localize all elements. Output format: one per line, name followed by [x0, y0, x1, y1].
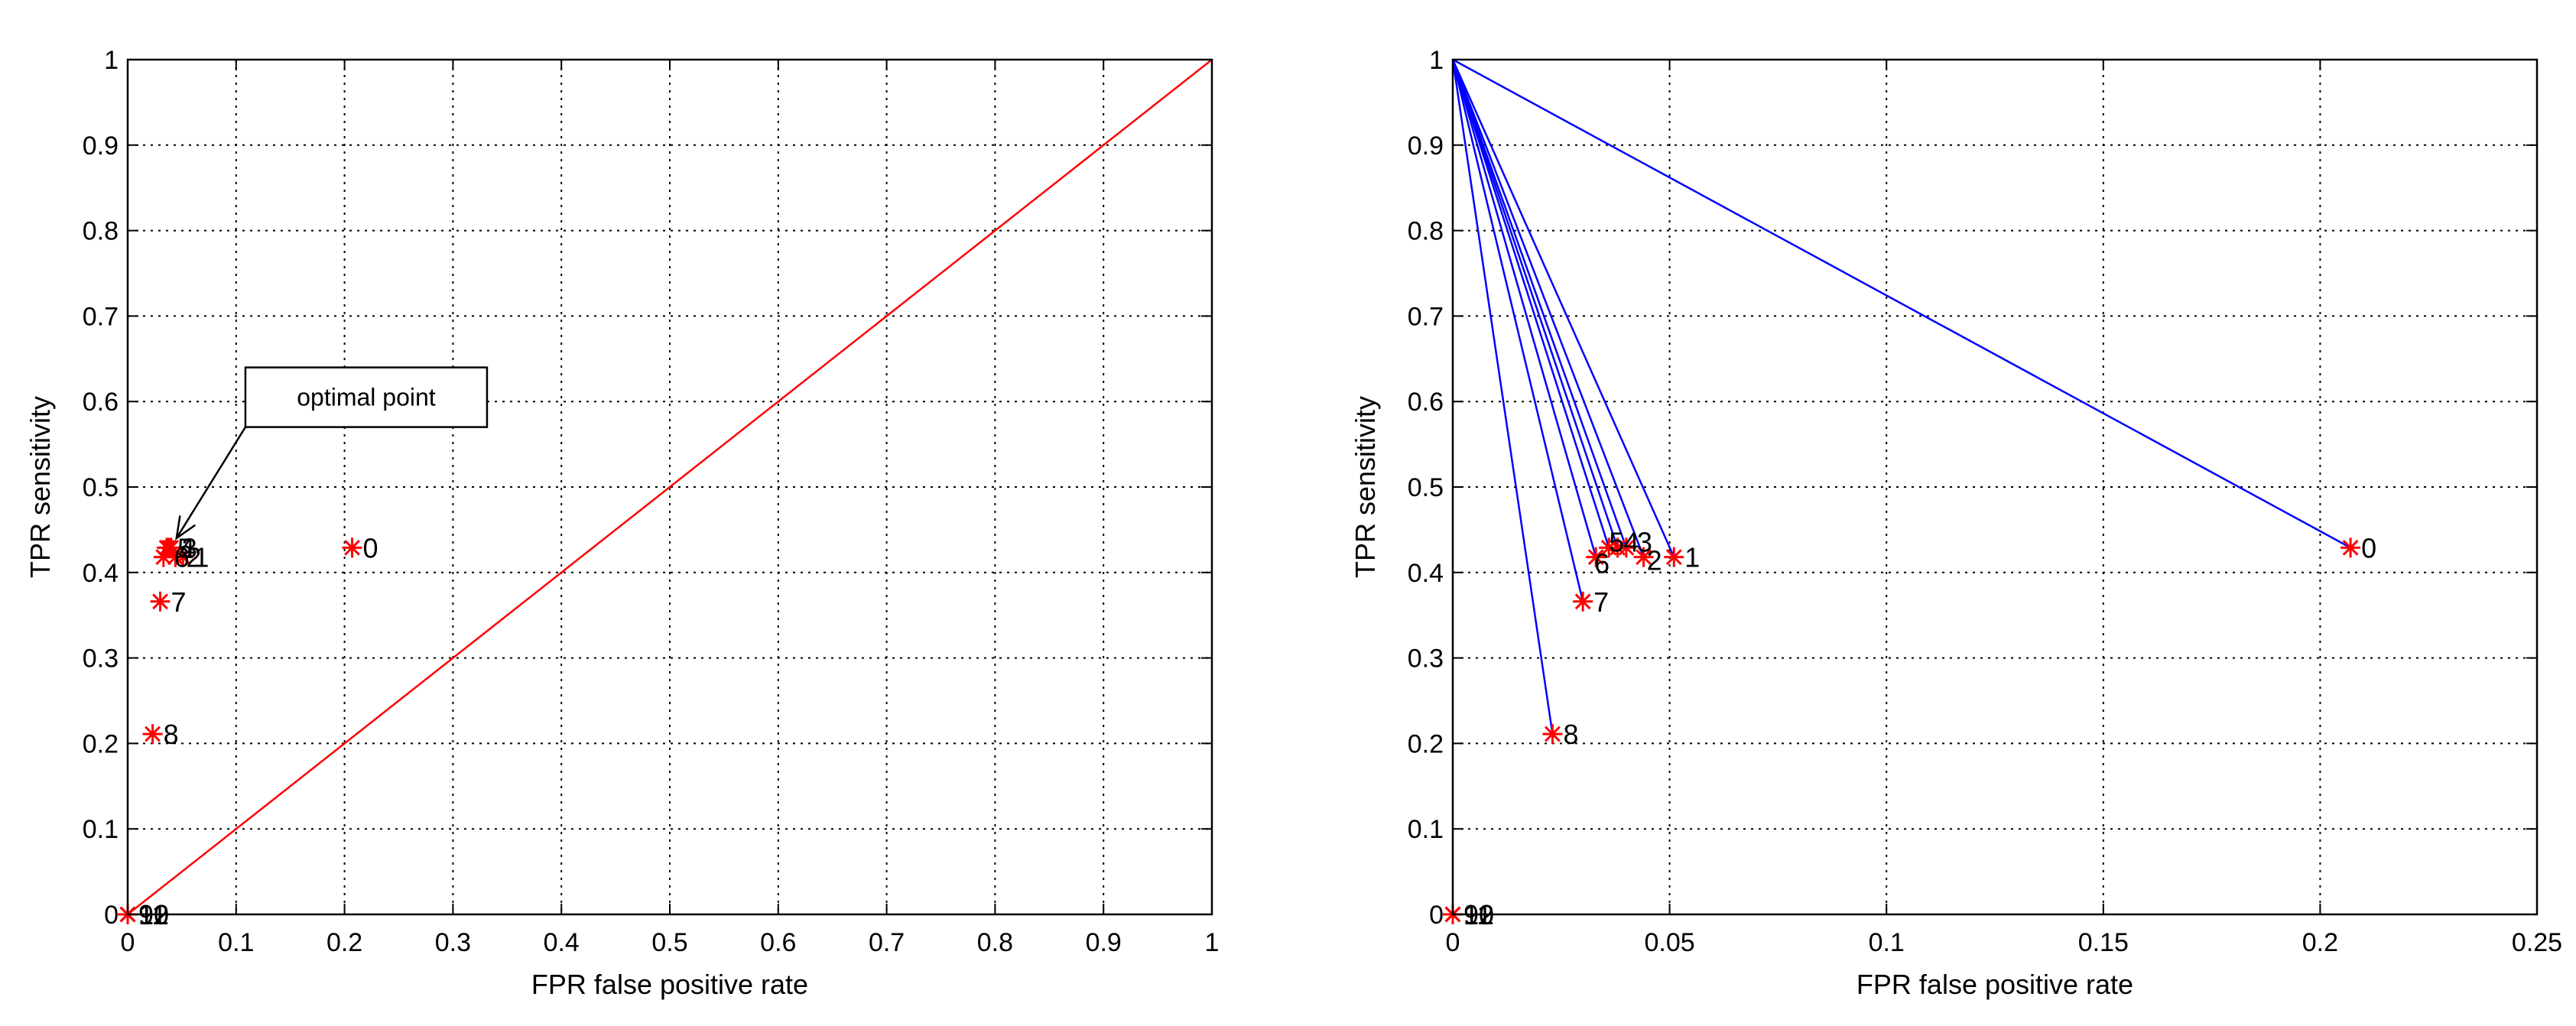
point-8: [142, 724, 163, 745]
y-tick-label: 0.3: [1408, 644, 1444, 674]
y-tick-label: 0: [1429, 901, 1444, 930]
connector-line-7: [1451, 59, 1584, 602]
right-roc-plot: 0 0.05 0.1 0.15 0.2 0.25 0 0.1 0.2 0.3 0.4 0.5 0.6 0.…: [1350, 46, 2562, 1000]
annotation-arrow: [175, 426, 247, 539]
grid: [1453, 60, 2537, 914]
annotation-optimal-point: optimal point: [175, 366, 489, 541]
y-tick-label: 1: [104, 46, 119, 75]
point-6: [1586, 547, 1606, 567]
connector-line-2: [1451, 59, 1645, 558]
y-tick-label: 0.8: [83, 217, 119, 246]
axes-frame: [1451, 58, 2539, 916]
y-tick-label: 0.4: [83, 559, 119, 588]
y-tick-label: 0.7: [83, 302, 119, 331]
point-label-8: 8: [164, 719, 179, 750]
y-tick-label: 0.6: [1408, 388, 1444, 417]
point-label-3: 3: [1637, 526, 1652, 557]
axes-frame: [126, 58, 1213, 916]
point-label-5: 5: [1609, 526, 1624, 557]
point-label-2: 2: [1647, 545, 1662, 576]
y-tick-label: 0.4: [1408, 559, 1444, 588]
point-label-0: 0: [2361, 532, 2376, 563]
point-0: [2340, 537, 2361, 558]
y-tick-label: 0.1: [83, 815, 119, 844]
x-tick-label: 0.25: [2512, 928, 2562, 957]
x-tick-label: 0.1: [218, 928, 254, 957]
point-5: [1599, 537, 1619, 558]
x-tick-label: 0.2: [2302, 928, 2338, 957]
x-tick-label: 0.7: [869, 928, 905, 957]
point-7: [1573, 591, 1593, 612]
point-label-7: 7: [1593, 586, 1609, 618]
y-tick-label: 0.6: [83, 388, 119, 417]
point-label-6: 6: [174, 542, 190, 573]
point-label-6: 6: [1594, 548, 1610, 580]
x-tick-label: 0: [121, 928, 135, 957]
x-axis-label: FPR false positive rate: [531, 969, 808, 1000]
connector-line-0: [1452, 58, 2351, 549]
x-tick-label: 0.6: [760, 928, 796, 957]
point-label-0: 0: [363, 532, 378, 563]
y-tick-label: 0: [104, 901, 119, 930]
point-label-4: 4: [180, 532, 195, 563]
point-label-3: 3: [182, 532, 197, 563]
connector-line-1: [1451, 59, 1675, 558]
x-tick-label: 0.2: [326, 928, 362, 957]
y-tick-label: 0.7: [1408, 302, 1444, 331]
connector-line-3: [1451, 59, 1628, 548]
annotation-text: optimal point: [297, 384, 436, 411]
point-0: [342, 537, 362, 558]
x-tick-label: 0.9: [1086, 928, 1122, 957]
x-tick-label: 0.5: [651, 928, 687, 957]
point-7: [150, 591, 171, 612]
point-2: [1633, 547, 1654, 567]
point-label-4: 4: [1624, 526, 1639, 557]
point-label-1: 1: [193, 542, 209, 573]
y-axis-label: TPR sensitivity: [1350, 396, 1381, 578]
point-6: [153, 547, 174, 567]
x-tick-label: 0.4: [544, 928, 580, 957]
grid: [128, 60, 1212, 914]
point-label-8: 8: [1563, 719, 1578, 750]
annotation-arrowhead: [175, 515, 197, 541]
y-axis-label: TPR sensitivity: [24, 396, 56, 578]
x-tick-label: 0.05: [1645, 928, 1695, 957]
point-label-1: 1: [1684, 542, 1700, 573]
y-tick-label: 1: [1429, 46, 1444, 75]
y-tick-label: 0.1: [1408, 815, 1444, 844]
point-1: [1664, 547, 1684, 567]
point-label-5: 5: [177, 532, 193, 563]
y-tick-label: 0.2: [1408, 729, 1444, 758]
connector-lines: [1451, 58, 2351, 735]
y-tick-label: 0.5: [1408, 473, 1444, 502]
x-tick-label: 0.8: [977, 928, 1013, 957]
y-tick-label: 0.8: [1408, 217, 1444, 246]
connector-line-8: [1451, 59, 1554, 735]
x-tick-label: 0: [1446, 928, 1460, 957]
x-tick-label: 0.3: [435, 928, 471, 957]
x-tick-label: 0.1: [1869, 928, 1905, 957]
reference-line: [127, 59, 1213, 915]
connector-line-6: [1451, 59, 1597, 558]
y-tick-label: 0.9: [1408, 131, 1444, 161]
point-label-7: 7: [171, 586, 187, 618]
left-roc-plot: 0 0.1 0.2 0.3 0.4 0.5 0.6 0.7 0.8 0.9 1 0 0.1 0.2 0.3 0…: [24, 46, 1219, 1000]
y-tick-label: 0.2: [83, 729, 119, 758]
x-tick-label: 1: [1205, 928, 1220, 957]
point-8: [1542, 724, 1563, 745]
annotation-box: [244, 366, 489, 428]
connector-line-4: [1451, 59, 1619, 548]
x-axis-label: FPR false positive rate: [1856, 969, 2133, 1000]
y-tick-label: 0.3: [83, 644, 119, 674]
x-tick-label: 0.15: [2078, 928, 2129, 957]
connector-line-5: [1451, 59, 1610, 548]
y-tick-label: 0.5: [83, 473, 119, 502]
y-tick-label: 0.9: [83, 131, 119, 161]
point-label-2: 2: [186, 542, 201, 573]
